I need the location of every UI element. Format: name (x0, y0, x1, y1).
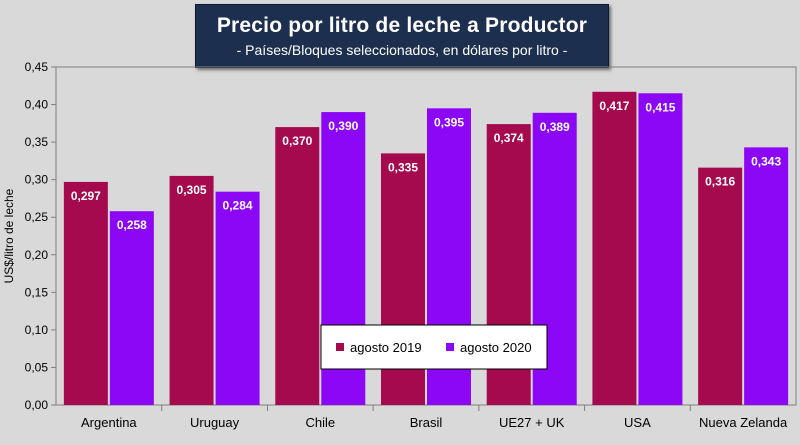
data-label: 0,390 (328, 119, 358, 133)
data-label: 0,415 (645, 100, 675, 114)
data-label: 0,395 (434, 115, 464, 129)
legend-swatch (446, 343, 454, 351)
data-label: 0,417 (599, 99, 629, 113)
data-label: 0,258 (117, 218, 147, 232)
data-label: 0,389 (540, 120, 570, 134)
category-label: Uruguay (190, 415, 240, 430)
y-tick-label: 0,00 (25, 398, 49, 412)
category-label: Argentina (81, 415, 137, 430)
title-box: Precio por litro de leche a Productor - … (195, 4, 609, 68)
legend: agosto 2019 agosto 2020 (320, 324, 548, 370)
bar (109, 211, 154, 405)
category-label: Nueva Zelanda (699, 415, 788, 430)
bar (638, 93, 683, 406)
data-label: 0,305 (177, 183, 207, 197)
data-label: 0,284 (223, 199, 253, 213)
bar (744, 147, 789, 405)
category-label: Chile (305, 415, 335, 430)
bar (592, 91, 637, 405)
y-tick-label: 0,35 (25, 135, 49, 149)
bar (275, 127, 320, 405)
category-label: UE27 + UK (499, 415, 565, 430)
y-tick-label: 0,05 (25, 360, 49, 374)
y-tick-label: 0,40 (25, 98, 49, 112)
data-label: 0,316 (705, 175, 735, 189)
chart-title: Precio por litro de leche a Productor (216, 14, 588, 37)
y-tick-label: 0,25 (25, 210, 49, 224)
y-tick-label: 0,45 (25, 60, 49, 74)
y-axis-title: US$/litro de leche (2, 188, 16, 283)
plot-frame (55, 66, 797, 406)
legend-label: agosto 2020 (460, 340, 532, 355)
legend-label: agosto 2019 (350, 340, 422, 355)
data-label: 0,343 (751, 154, 781, 168)
y-tick-label: 0,30 (25, 173, 49, 187)
category-label: Brasil (410, 415, 443, 430)
legend-swatch (336, 343, 344, 351)
legend-box (320, 324, 548, 370)
y-tick-label: 0,15 (25, 285, 49, 299)
data-label: 0,370 (282, 134, 312, 148)
data-label: 0,374 (494, 131, 524, 145)
bar (63, 181, 108, 405)
data-label: 0,335 (388, 160, 418, 174)
bar (698, 167, 743, 405)
y-tick-label: 0,10 (25, 323, 49, 337)
data-label: 0,297 (71, 189, 101, 203)
bar (215, 191, 260, 405)
category-label: USA (624, 415, 651, 430)
chart-subtitle: - Países/Bloques seleccionados, en dólar… (236, 42, 568, 58)
y-tick-label: 0,20 (25, 248, 49, 262)
bar (169, 175, 214, 405)
